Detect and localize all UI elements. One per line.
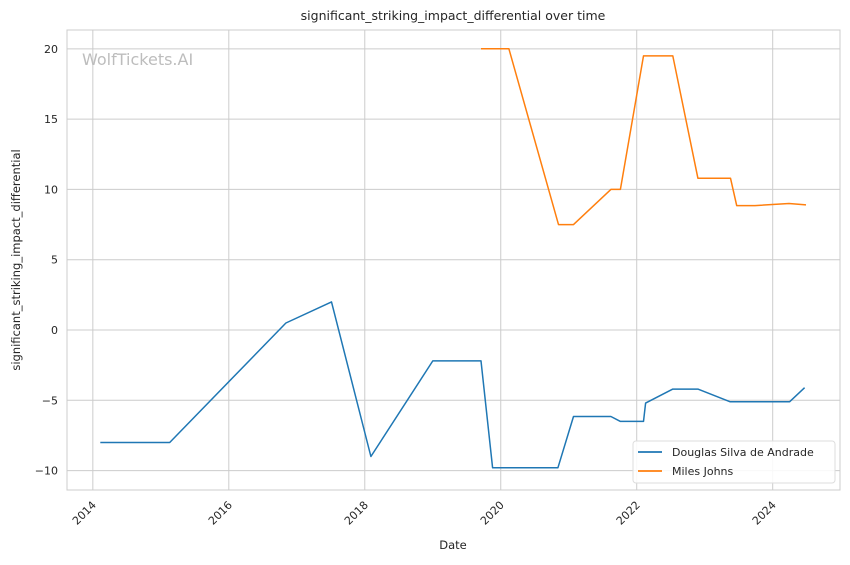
watermark: WolfTickets.AI <box>82 50 193 69</box>
series-lines <box>100 48 807 469</box>
x-tick-label: 2014 <box>70 499 99 528</box>
x-tick-label: 2020 <box>478 499 507 528</box>
x-tick-label: 2016 <box>206 499 235 528</box>
y-tick-label: 20 <box>44 43 58 56</box>
grid <box>67 30 840 490</box>
x-tick-label: 2022 <box>614 499 643 528</box>
y-tick-label: 5 <box>51 254 58 267</box>
y-axis-label: significant_striking_impact_differential <box>9 149 23 370</box>
legend: Douglas Silva de Andrade Miles Johns <box>632 440 836 484</box>
y-tick-labels: −10 −5 0 5 10 15 20 <box>35 43 58 478</box>
chart-title: significant_striking_impact_differential… <box>301 8 606 23</box>
y-tick-label: 15 <box>44 113 58 126</box>
x-tick-label: 2018 <box>342 499 371 528</box>
legend-label-douglas: Douglas Silva de Andrade <box>672 446 814 459</box>
y-tick-label: 0 <box>51 324 58 337</box>
series-line-0 <box>100 301 806 469</box>
legend-box <box>632 440 836 484</box>
y-tick-label: −5 <box>42 394 58 407</box>
legend-label-miles: Miles Johns <box>672 465 734 478</box>
plot-frame <box>66 29 841 491</box>
x-tick-labels: 2014 2016 2018 2020 2022 2024 <box>70 499 779 528</box>
y-tick-label: −10 <box>35 465 58 478</box>
y-tick-label: 10 <box>44 183 58 196</box>
x-tick-label: 2024 <box>750 499 779 528</box>
x-axis-label: Date <box>439 538 467 552</box>
series-line-1 <box>481 48 807 226</box>
